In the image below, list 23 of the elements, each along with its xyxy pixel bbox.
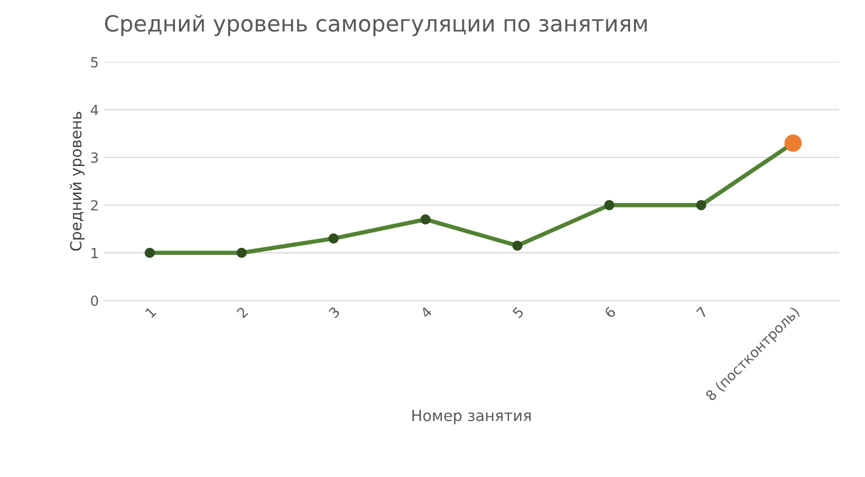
y-tick-label: 2: [91, 200, 98, 210]
chart-title: Средний уровень саморегуляции по занятиям: [105, 14, 647, 36]
point: [144, 248, 155, 258]
y-tick-label: 5: [91, 57, 98, 68]
x-tick-label: 4: [420, 306, 432, 319]
y-tick-label: 4: [90, 104, 98, 115]
x-tick-label: 7: [696, 306, 708, 318]
y-axis-title: Средний уровень: [70, 112, 85, 251]
point: [696, 200, 706, 210]
point: [512, 240, 522, 251]
x-tick-label: 1: [144, 306, 156, 318]
x-tick-label: 5: [512, 306, 524, 318]
y-tick-label: 1: [92, 248, 98, 258]
point: [604, 200, 614, 210]
x-tick-label: 3: [328, 306, 340, 318]
x-tick-label: 2: [236, 306, 248, 318]
x-axis-title: Номер занятия: [412, 410, 531, 424]
point: [420, 214, 431, 225]
point: [328, 233, 339, 244]
point: [236, 248, 247, 258]
y-tick-label: 0: [91, 295, 98, 306]
y-tick-label: 3: [91, 152, 98, 163]
x-tick-label: 6: [604, 306, 616, 319]
